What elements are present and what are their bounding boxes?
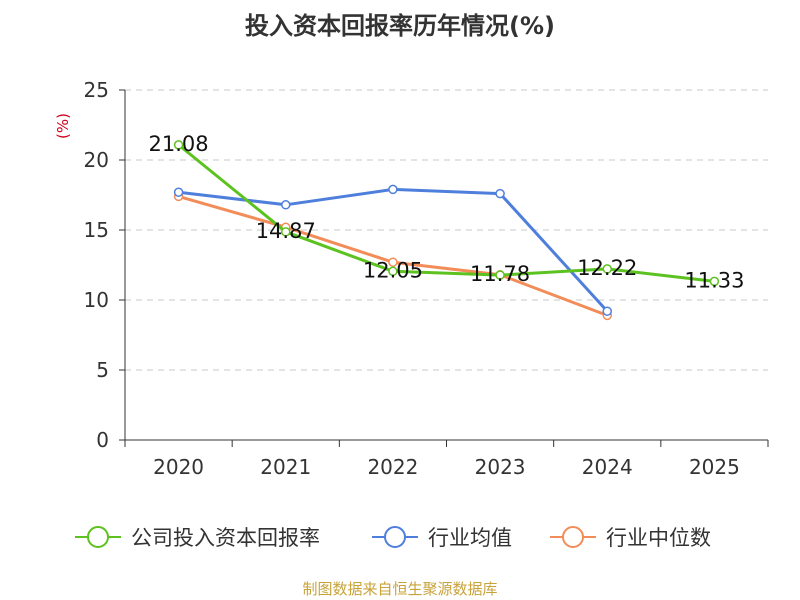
y-tick-label: 10: [84, 288, 109, 312]
data-point: [388, 257, 398, 267]
chart-title: 投入资本回报率历年情况(%): [245, 12, 555, 40]
series-line: [177, 143, 715, 283]
data-point: [602, 306, 612, 316]
data-label: 14.87: [256, 219, 316, 243]
x-tick-label: 2025: [689, 455, 740, 479]
legend-marker: [384, 526, 406, 548]
data-label: 11.33: [684, 268, 744, 292]
data-point: [173, 140, 184, 150]
legend-label: 行业中位数: [606, 526, 711, 550]
data-point: [173, 187, 184, 197]
y-tick-label: 15: [84, 218, 109, 242]
legend-marker: [87, 526, 109, 548]
x-tick-label: 2022: [367, 455, 418, 479]
y-tick-label: 5: [96, 358, 109, 382]
series-line: [178, 187, 609, 313]
y-tick-label: 0: [96, 428, 109, 452]
data-point: [709, 276, 720, 287]
data-label: 12.22: [577, 256, 637, 280]
data-point: [495, 270, 505, 280]
data-source-note: 制图数据来自恒生聚源数据库: [302, 580, 498, 598]
y-axis-label: (%): [54, 113, 72, 139]
x-tick-label: 2024: [582, 455, 633, 479]
legend-marker: [562, 526, 584, 548]
data-label: 21.08: [149, 132, 209, 156]
x-tick-label: 2021: [260, 455, 311, 479]
data-point: [495, 188, 505, 199]
data-point: [602, 264, 612, 274]
series-line: [178, 194, 608, 317]
legend-label: 公司投入资本回报率: [131, 526, 320, 550]
legend-label: 行业均值: [428, 526, 512, 550]
y-tick-label: 20: [84, 148, 109, 172]
x-tick-label: 2023: [475, 455, 526, 479]
data-point: [281, 227, 291, 237]
data-point: [388, 266, 398, 277]
data-point: [388, 184, 398, 195]
data-label: 12.05: [363, 258, 423, 282]
data-label: 11.78: [470, 262, 530, 286]
data-point: [281, 200, 291, 210]
x-tick-label: 2020: [153, 455, 204, 479]
y-tick-label: 25: [84, 78, 109, 102]
